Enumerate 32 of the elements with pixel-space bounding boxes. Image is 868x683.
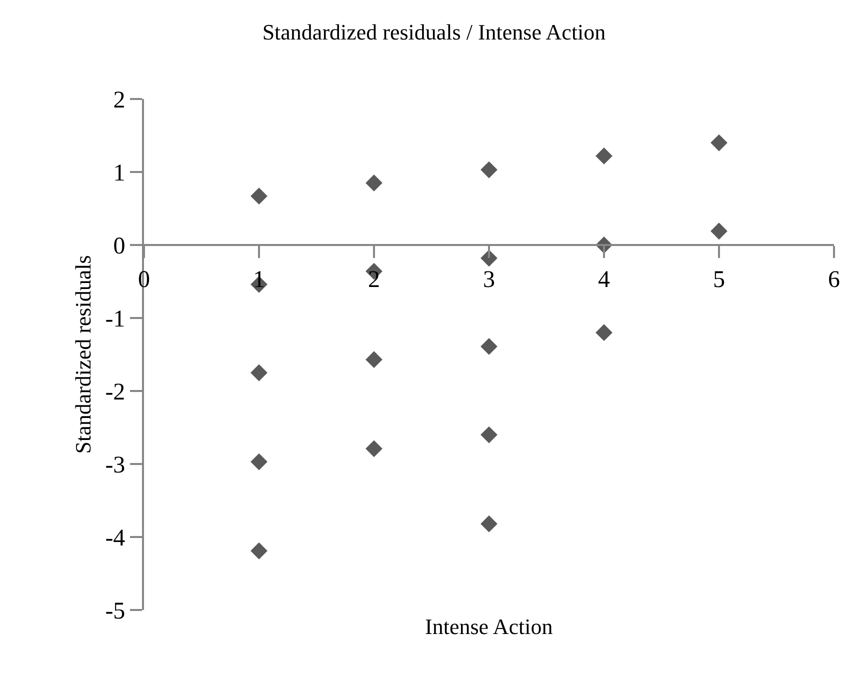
point — [480, 250, 498, 267]
point — [366, 351, 382, 368]
x-tick-label: 3 — [483, 266, 495, 293]
y-tick-label: -4 — [105, 525, 126, 552]
x-tick-label: 5 — [713, 266, 725, 293]
point — [366, 440, 382, 458]
y-tick-label: 1 — [113, 160, 126, 186]
x-tick-label: 6 — [828, 266, 840, 293]
x-tick-label: 0 — [138, 266, 150, 293]
y-axis-title: Standardized residuals — [70, 255, 96, 454]
point — [480, 161, 498, 178]
point — [366, 174, 382, 192]
y-tick-label: -1 — [105, 306, 126, 332]
point — [250, 453, 268, 470]
y-tick-label: -3 — [105, 452, 126, 478]
x-axis-title: Intense Action — [425, 614, 553, 639]
point — [250, 364, 268, 382]
y-tick-label: 2 — [113, 87, 126, 114]
y-tick-label: -2 — [105, 379, 126, 406]
point — [480, 338, 498, 355]
chart-title: Standardized residuals / Intense Action — [262, 19, 606, 44]
point — [480, 426, 498, 444]
point — [710, 222, 728, 240]
x-tick-label: 4 — [598, 266, 610, 293]
y-tick-label: 0 — [113, 233, 126, 260]
y-tick-label: -5 — [105, 598, 126, 624]
point — [596, 147, 612, 164]
point — [250, 542, 268, 560]
point — [710, 134, 728, 152]
point — [250, 188, 268, 205]
point — [596, 324, 612, 342]
point — [480, 515, 498, 532]
